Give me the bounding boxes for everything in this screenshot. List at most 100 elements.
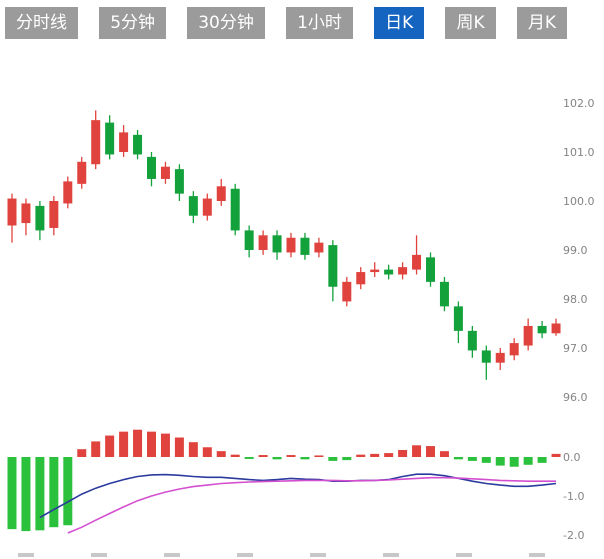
macd-hist-bar (412, 445, 422, 457)
macd-hist-bar (453, 457, 463, 460)
tab-5min[interactable]: 5分钟 (99, 7, 167, 40)
tab-1hour[interactable]: 1小时 (286, 7, 353, 40)
macd-axis: 0.0 -1.0 -2.0 (563, 451, 584, 542)
macd-hist-bar (77, 449, 87, 457)
price-axis-label: 101.0 (563, 146, 595, 159)
candle-body (426, 257, 435, 282)
tab-monthly-k[interactable]: 月K (516, 7, 567, 40)
candle-body (119, 132, 129, 152)
x-axis (18, 553, 545, 557)
macd-hist-bar (216, 451, 226, 457)
tab-weekly-k[interactable]: 周K (445, 7, 496, 40)
macd-hist-bar (523, 457, 533, 465)
tab-daily-k[interactable]: 日K (374, 7, 425, 40)
tab-30min[interactable]: 30分钟 (187, 7, 265, 40)
candle-body (202, 198, 212, 216)
macd-hist-bar (300, 457, 310, 460)
macd-hist-bar (49, 457, 59, 528)
macd-hist-bar (105, 435, 115, 457)
macd-hist-bar (35, 457, 45, 531)
macd-hist-bar (467, 457, 477, 461)
candle-body (398, 267, 408, 275)
x-axis-tick (237, 553, 253, 557)
macd-hist-bar (258, 455, 268, 457)
price-axis-label: 97.0 (563, 342, 588, 355)
macd-hist-bar (551, 453, 561, 457)
timeframe-tabs: 分时线 5分钟 30分钟 1小时 日K 周K 月K (5, 7, 567, 40)
macd-hist-bar (370, 453, 380, 457)
x-axis-tick (91, 553, 107, 557)
candle-body (105, 122, 115, 155)
magenta-line (67, 476, 556, 534)
candle-body (356, 272, 366, 285)
candle-body (495, 352, 505, 363)
candle-body (230, 188, 240, 231)
candle-body (63, 181, 73, 204)
macd-hist-bar (439, 451, 449, 457)
price-axis-label: 96.0 (563, 391, 588, 404)
macd-hist-bar (119, 431, 129, 457)
macd-hist-bar (272, 457, 282, 460)
candle-body (328, 245, 338, 287)
candle-body (258, 235, 268, 250)
tab-time-line[interactable]: 分时线 (5, 7, 78, 40)
price-axis-label: 99.0 (563, 244, 588, 257)
macd-hist-bar (356, 454, 366, 457)
macd-axis-label: -1.0 (563, 490, 584, 503)
candle-body (244, 230, 254, 250)
macd-hist-bar (328, 457, 338, 461)
candle-body (384, 269, 394, 275)
candle-body (174, 169, 184, 194)
macd-hist-bar (63, 457, 73, 526)
candle-body (523, 325, 533, 346)
macd-hist-bar (7, 457, 17, 530)
candle-body (481, 350, 491, 363)
candle-body (49, 201, 59, 228)
candle-body (509, 343, 519, 356)
blue-line (39, 473, 557, 519)
macd-hist-bar (342, 457, 352, 461)
macd-hist-bar (398, 449, 408, 457)
macd-hist-bar (314, 455, 324, 457)
macd-hist-bar (133, 429, 143, 457)
macd-axis-label: 0.0 (563, 451, 581, 464)
candle-body (272, 235, 282, 253)
macd-hist-bar (160, 433, 170, 457)
macd-hist-bar (286, 455, 296, 457)
x-axis-tick (164, 553, 180, 557)
candle-body (412, 254, 422, 270)
candle-body (314, 242, 324, 253)
macd-hist-bar (426, 446, 435, 457)
price-axis-label: 102.0 (563, 97, 595, 110)
candle-body (91, 120, 101, 165)
macd-hist-bar (481, 457, 491, 463)
candles-group (7, 110, 561, 380)
candle-body (133, 134, 143, 155)
macd-hist-bar (384, 453, 394, 457)
candle-body (160, 166, 170, 179)
candle-body (7, 198, 17, 226)
candle-body (147, 156, 156, 179)
candle-body (439, 281, 449, 307)
macd-hist-bar (537, 457, 547, 463)
candle-body (370, 269, 380, 273)
macd-hist-bar (174, 437, 184, 457)
x-axis-tick (310, 553, 326, 557)
macd-hist-bar (509, 457, 519, 467)
macd-histogram-group (7, 429, 561, 532)
price-axis: 102.0 101.0 100.0 99.0 98.0 97.0 96.0 (563, 97, 595, 404)
x-axis-tick (529, 553, 545, 557)
candle-body (21, 203, 31, 224)
macd-hist-bar (91, 441, 101, 457)
macd-hist-bar (244, 457, 254, 459)
macd-lines-group (39, 473, 557, 534)
candle-body (77, 161, 87, 184)
macd-axis-label: -2.0 (563, 529, 584, 542)
candle-body (300, 237, 310, 255)
macd-hist-bar (230, 454, 240, 457)
macd-hist-bar (202, 447, 212, 457)
candle-body (216, 186, 226, 201)
candle-body (467, 330, 477, 351)
candle-body (453, 306, 463, 331)
